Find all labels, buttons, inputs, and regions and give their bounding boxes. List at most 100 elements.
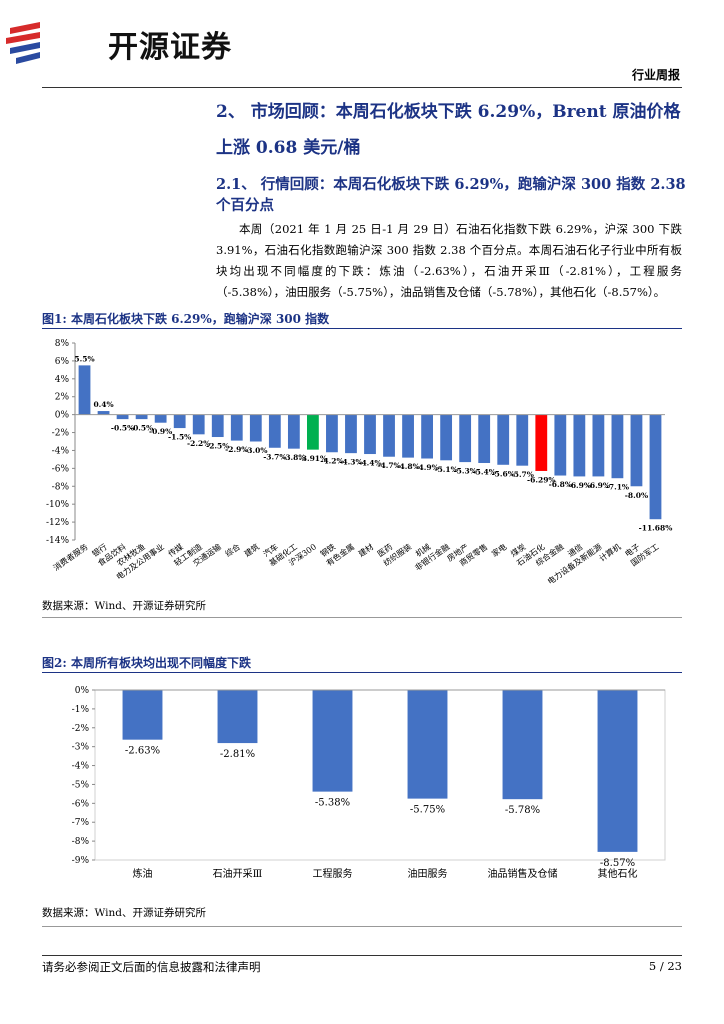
- bar: [497, 414, 510, 465]
- bar: [326, 414, 338, 453]
- bar: [407, 690, 448, 799]
- x-tick-label: 其他石化: [598, 867, 638, 880]
- chart: -14% -12% -10% -8% -6% -4% -2% 0% 2% 4% 6% 8% 5.5% 消费…: [46, 339, 673, 586]
- plot-frame: [94, 689, 666, 861]
- data-label: -5.6%: [492, 469, 515, 478]
- bar: [97, 411, 110, 415]
- bar: [383, 414, 395, 457]
- data-label: 5.5%: [74, 354, 94, 363]
- brand: 开源证券: [108, 30, 232, 65]
- source: 数据来源：Wind、开源证券研究所: [42, 907, 206, 919]
- y-tick-label: -10%: [46, 500, 69, 510]
- bar: [122, 690, 163, 740]
- bar: [421, 414, 433, 459]
- data-label: -0.5%: [130, 424, 153, 433]
- x-tick-label: 油品销售及仓储: [488, 867, 558, 880]
- data-label: -2.9%: [225, 445, 248, 454]
- footer-rule: [42, 955, 682, 956]
- header-rule: [42, 87, 682, 88]
- bar: [217, 690, 258, 744]
- bar: [154, 414, 167, 423]
- data-label: -0.9%: [149, 427, 172, 436]
- data-label: -2.63%: [125, 746, 160, 757]
- y-tick-label: -1%: [72, 705, 90, 715]
- data-label: -0.5%: [111, 424, 134, 433]
- figure-caption: 图2: 本周所有板块均出现不同幅度下跌: [42, 656, 251, 670]
- x-tick-label: 消费者服务: [51, 541, 90, 572]
- bar: [364, 414, 376, 455]
- y-tick-label: -3%: [72, 743, 90, 753]
- bar: [78, 365, 91, 415]
- data-label: -3.0%: [244, 446, 267, 455]
- bar: [554, 414, 567, 476]
- y-tick-label: -2%: [72, 724, 90, 734]
- bar: [459, 414, 472, 463]
- bar: [135, 414, 148, 420]
- x-tick-label: 计算机: [597, 541, 622, 563]
- figure-caption: 图1: 本周石化板块下跌 6.29%，跑输沪深 300 指数: [42, 312, 330, 326]
- x-tick-label: 家电: [490, 541, 509, 558]
- bar: [630, 414, 643, 487]
- y-tick-label: -2%: [52, 429, 70, 439]
- y-tick-label: -8%: [72, 837, 90, 847]
- data-label: -6.9%: [568, 481, 591, 490]
- chart: -9% -8% -7% -6% -5% -4% -3% -2% -1% 0% -2.63% 炼油 -2.…: [72, 686, 666, 880]
- data-label: -2.5%: [206, 442, 229, 451]
- data-label: -6.9%: [587, 481, 610, 490]
- data-label: -5.38%: [315, 798, 350, 809]
- data-label: 0.4%: [93, 400, 113, 409]
- caption-rule: [42, 672, 682, 673]
- y-tick-label: -8%: [52, 482, 70, 492]
- y-tick-label: -6%: [72, 799, 90, 809]
- source-rule: [42, 617, 682, 618]
- section-heading: 2、 市场回顾：本周石化板块下跌 6.29%，Brent 原油价格上涨 0.68…: [216, 102, 681, 158]
- bar: [502, 690, 543, 800]
- x-tick-label: 炼油: [133, 867, 153, 880]
- bar: [611, 414, 624, 479]
- report-type: 行业周报: [631, 68, 680, 82]
- y-tick-label: 8%: [55, 339, 70, 349]
- logo-icon: [6, 22, 40, 64]
- bar: [249, 414, 262, 442]
- data-label: -2.81%: [220, 749, 255, 760]
- y-tick-label: -12%: [46, 518, 69, 528]
- bar: [478, 414, 491, 463]
- data-label: -6.8%: [549, 480, 572, 489]
- bar: [173, 414, 186, 429]
- bar: [312, 690, 353, 792]
- x-tick-label: 工程服务: [313, 867, 353, 880]
- data-label: -8.57%: [600, 858, 635, 869]
- bar: [268, 414, 281, 448]
- caption-rule: [42, 328, 682, 329]
- y-tick-label: 6%: [55, 357, 70, 367]
- x-tick-label: 建筑: [242, 541, 261, 558]
- data-label: -1.5%: [168, 433, 191, 442]
- bar: [516, 414, 529, 466]
- data-label: -7.1%: [606, 483, 629, 492]
- data-label: -6.29%: [527, 475, 556, 484]
- data-label: -4.4%: [358, 459, 381, 468]
- bar: [192, 414, 205, 435]
- data-label: -4.2%: [320, 457, 343, 466]
- data-label: -5.1%: [434, 465, 457, 474]
- bar: [597, 690, 638, 852]
- data-label: -3.91%: [299, 454, 328, 463]
- source-rule: [42, 926, 682, 927]
- bar: [345, 414, 357, 454]
- data-label: -2.2%: [187, 439, 210, 448]
- x-tick-label: 油田服务: [408, 867, 448, 880]
- bar: [116, 414, 129, 420]
- data-label: -4.7%: [377, 461, 400, 470]
- y-tick-label: -9%: [72, 856, 90, 866]
- bar: [230, 414, 243, 441]
- bar: [307, 414, 319, 450]
- data-label: -11.68%: [639, 524, 673, 533]
- data-label: -5.75%: [410, 805, 445, 816]
- data-label: -8.0%: [625, 491, 648, 500]
- y-tick-label: 4%: [55, 375, 70, 385]
- x-tick-label: 综合: [223, 541, 242, 558]
- data-label: -5.3%: [454, 467, 477, 476]
- y-tick-label: -6%: [52, 464, 70, 474]
- y-tick-label: 2%: [55, 393, 70, 403]
- source: 数据来源：Wind、开源证券研究所: [42, 600, 206, 612]
